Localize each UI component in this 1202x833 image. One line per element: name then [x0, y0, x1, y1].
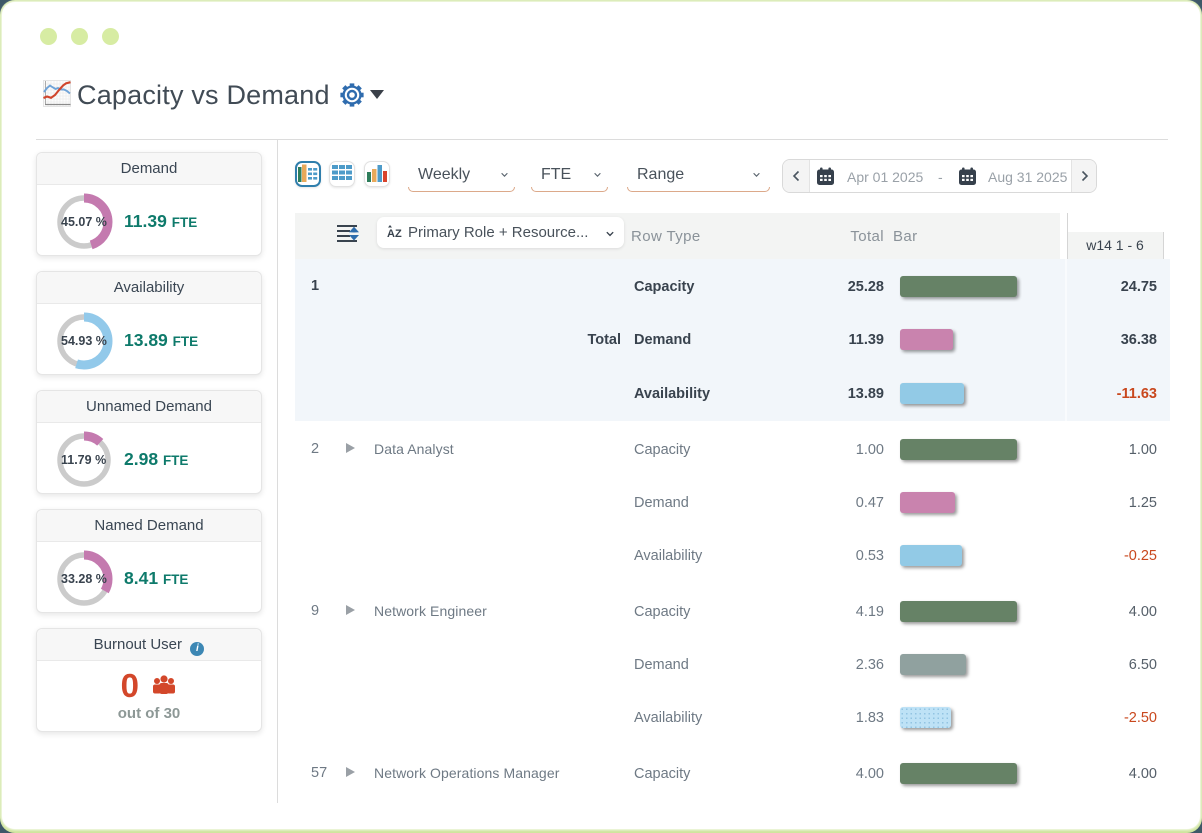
svg-text:AZ: AZ: [387, 228, 402, 240]
